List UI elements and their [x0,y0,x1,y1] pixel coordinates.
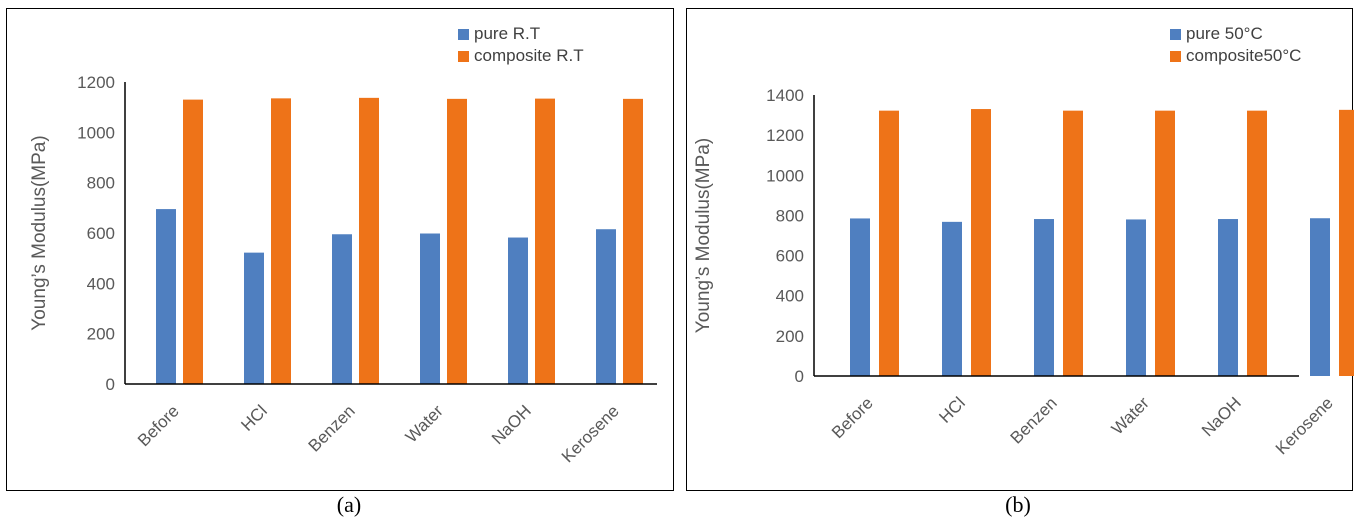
y-tick-label: 1000 [766,166,804,185]
bar-pure [1034,219,1054,376]
y-tick-label: 400 [776,287,804,306]
bar-pure [1218,219,1238,376]
x-tick-label: Water [402,401,447,446]
bar-composite [1339,109,1354,377]
bar-pure [156,209,176,384]
legend-swatch-pure [458,28,469,40]
bar-pure [942,221,962,376]
bar-composite [1155,110,1175,377]
x-tick-label: HCl [237,401,270,434]
bar-composite [1063,110,1083,377]
y-tick-label: 800 [87,174,115,193]
legend-label-composite: composite50°C [1186,46,1302,65]
y-tick-label: 1200 [766,126,804,145]
bar-pure [508,237,528,384]
legend-label-pure: pure 50°C [1186,24,1263,43]
chart-a-svg: 0 200 400 600 800 1000 1200 Young’s Modulus(MPa… [29,73,657,466]
x-tick-label: Kerosene [558,401,623,466]
y-tick-label: 600 [87,224,115,243]
y-tick-label: 600 [776,247,804,266]
legend-swatch-composite [1170,50,1181,62]
bar-composite [447,98,467,384]
legend-item-pure: pure 50°C [1170,23,1301,45]
y-tick-label: 1200 [77,73,115,92]
y-tick-label: 1000 [77,123,115,142]
bar-composite [1247,110,1267,377]
bar-composite [359,97,379,384]
legend-b: pure 50°C composite50°C [1170,23,1301,67]
x-tick-label: Before [134,401,183,450]
bar-composite [535,98,555,385]
x-tick-label: NaOH [1198,393,1245,440]
bar-composite [879,110,899,377]
bar-pure [850,218,870,376]
bar-pure [244,252,264,384]
legend-swatch-pure [1170,28,1181,40]
x-tick-label: HCl [935,393,968,426]
legend-item-composite: composite R.T [458,45,584,67]
legend-item-pure: pure R.T [458,23,584,45]
y-tick-label: 1400 [766,86,804,105]
bar-pure [1126,219,1146,376]
legend-a: pure R.T composite R.T [458,23,584,67]
caption-b: (b) [1005,492,1031,517]
y-tick-label: 0 [106,375,115,394]
bar-composite [271,98,291,384]
bar-pure [1310,218,1330,376]
y-tick-label: 800 [776,206,804,225]
y-tick-label: 0 [795,367,804,386]
x-tick-label: Kerosene [1272,393,1337,458]
bar-composite [623,98,643,384]
bar-composite [183,99,203,384]
bar-composite [971,109,991,377]
x-tick-label: Benzen [1007,393,1061,447]
legend-swatch-composite [458,50,469,62]
legend-label-pure: pure R.T [474,24,541,43]
y-axis-label: Young’s Modulus(MPa) [693,138,714,333]
legend-item-composite: composite50°C [1170,45,1301,67]
x-tick-label: Water [1108,393,1153,438]
x-tick-label: NaOH [488,401,535,448]
legend-label-composite: composite R.T [474,46,584,65]
chart-panel-a: 0 200 400 600 800 1000 1200 Young’s Modulus(MPa… [6,8,674,491]
caption-a: (a) [336,492,362,517]
x-tick-label: Benzen [305,401,359,455]
chart-panel-b: 0 200 400 600 800 1000 1200 1400 Young’s Modulus… [686,8,1354,491]
bar-pure [420,233,440,384]
y-tick-label: 400 [87,274,115,293]
y-tick-label: 200 [87,325,115,344]
y-axis-label: Young’s Modulus(MPa) [29,135,50,330]
x-tick-label: Before [828,393,877,442]
y-tick-label: 200 [776,327,804,346]
chart-b-svg: 0 200 400 600 800 1000 1200 1400 Young’s Modulus… [693,86,1354,458]
bar-pure [596,229,616,384]
bar-pure [332,234,352,384]
